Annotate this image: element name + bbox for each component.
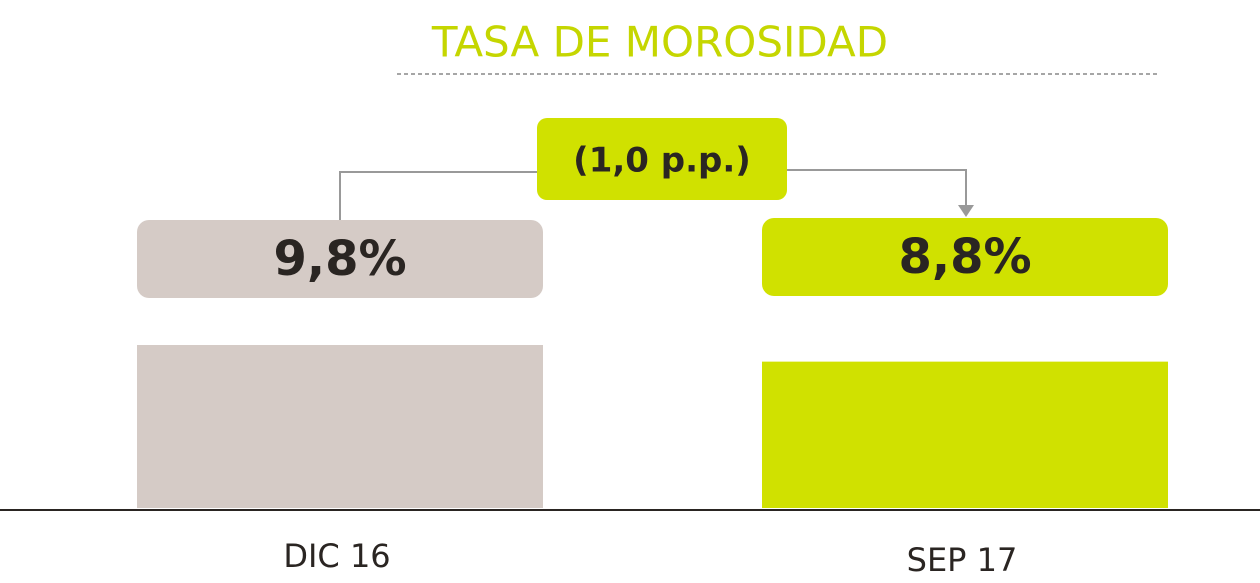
arrow-head bbox=[958, 205, 974, 217]
annotation: (1,0 p.p.) bbox=[573, 141, 751, 181]
x-tick-label: DIC 16 bbox=[283, 537, 390, 575]
bar bbox=[137, 345, 543, 508]
chart-title: TASA DE MOROSIDAD bbox=[431, 18, 888, 67]
value-label: 8,8% bbox=[898, 229, 1031, 285]
value-label: 9,8% bbox=[273, 231, 406, 287]
bar bbox=[762, 361, 1168, 508]
connector bbox=[339, 171, 537, 220]
connector bbox=[787, 169, 967, 207]
annotation-box bbox=[537, 118, 787, 200]
value-label-box bbox=[137, 220, 543, 298]
value-label-box bbox=[762, 218, 1168, 296]
x-tick-label: SEP 17 bbox=[907, 541, 1018, 579]
